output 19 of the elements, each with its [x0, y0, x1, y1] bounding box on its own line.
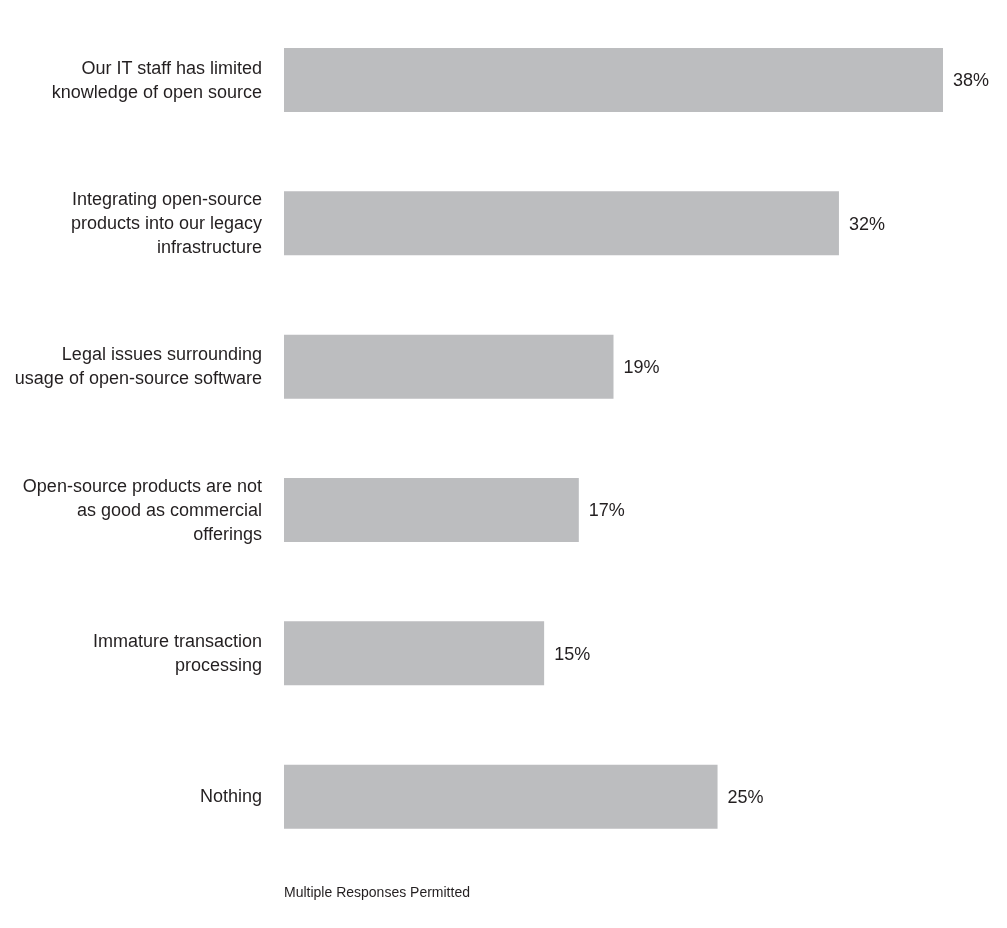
y-tick-label: Legal issues surrounding usage of open-source software — [14, 344, 262, 389]
data-label: 15% — [554, 643, 591, 664]
data-label: 25% — [727, 787, 764, 808]
text: Multiple Responses Permitted — [284, 884, 471, 900]
bar — [284, 621, 545, 686]
y-tick-label: Nothing — [199, 786, 262, 807]
data-label: 38% — [953, 70, 990, 91]
bar — [284, 334, 614, 399]
bar — [284, 764, 718, 829]
y-tick-label: Integrating open-source products into our legacy infrastructure — [70, 189, 262, 257]
data-label: 17% — [588, 500, 625, 521]
y-tick-label: Immature transaction processing — [92, 631, 262, 675]
bar — [284, 48, 943, 112]
bar — [284, 191, 839, 256]
y-tick-label: Our IT staff has limited knowledge of open source — [51, 57, 262, 102]
data-label: 19% — [623, 357, 660, 378]
data-label: 32% — [848, 213, 885, 234]
y-tick-label: Open-source products are not as good as commercial offerings — [22, 475, 262, 544]
bar — [284, 478, 579, 542]
